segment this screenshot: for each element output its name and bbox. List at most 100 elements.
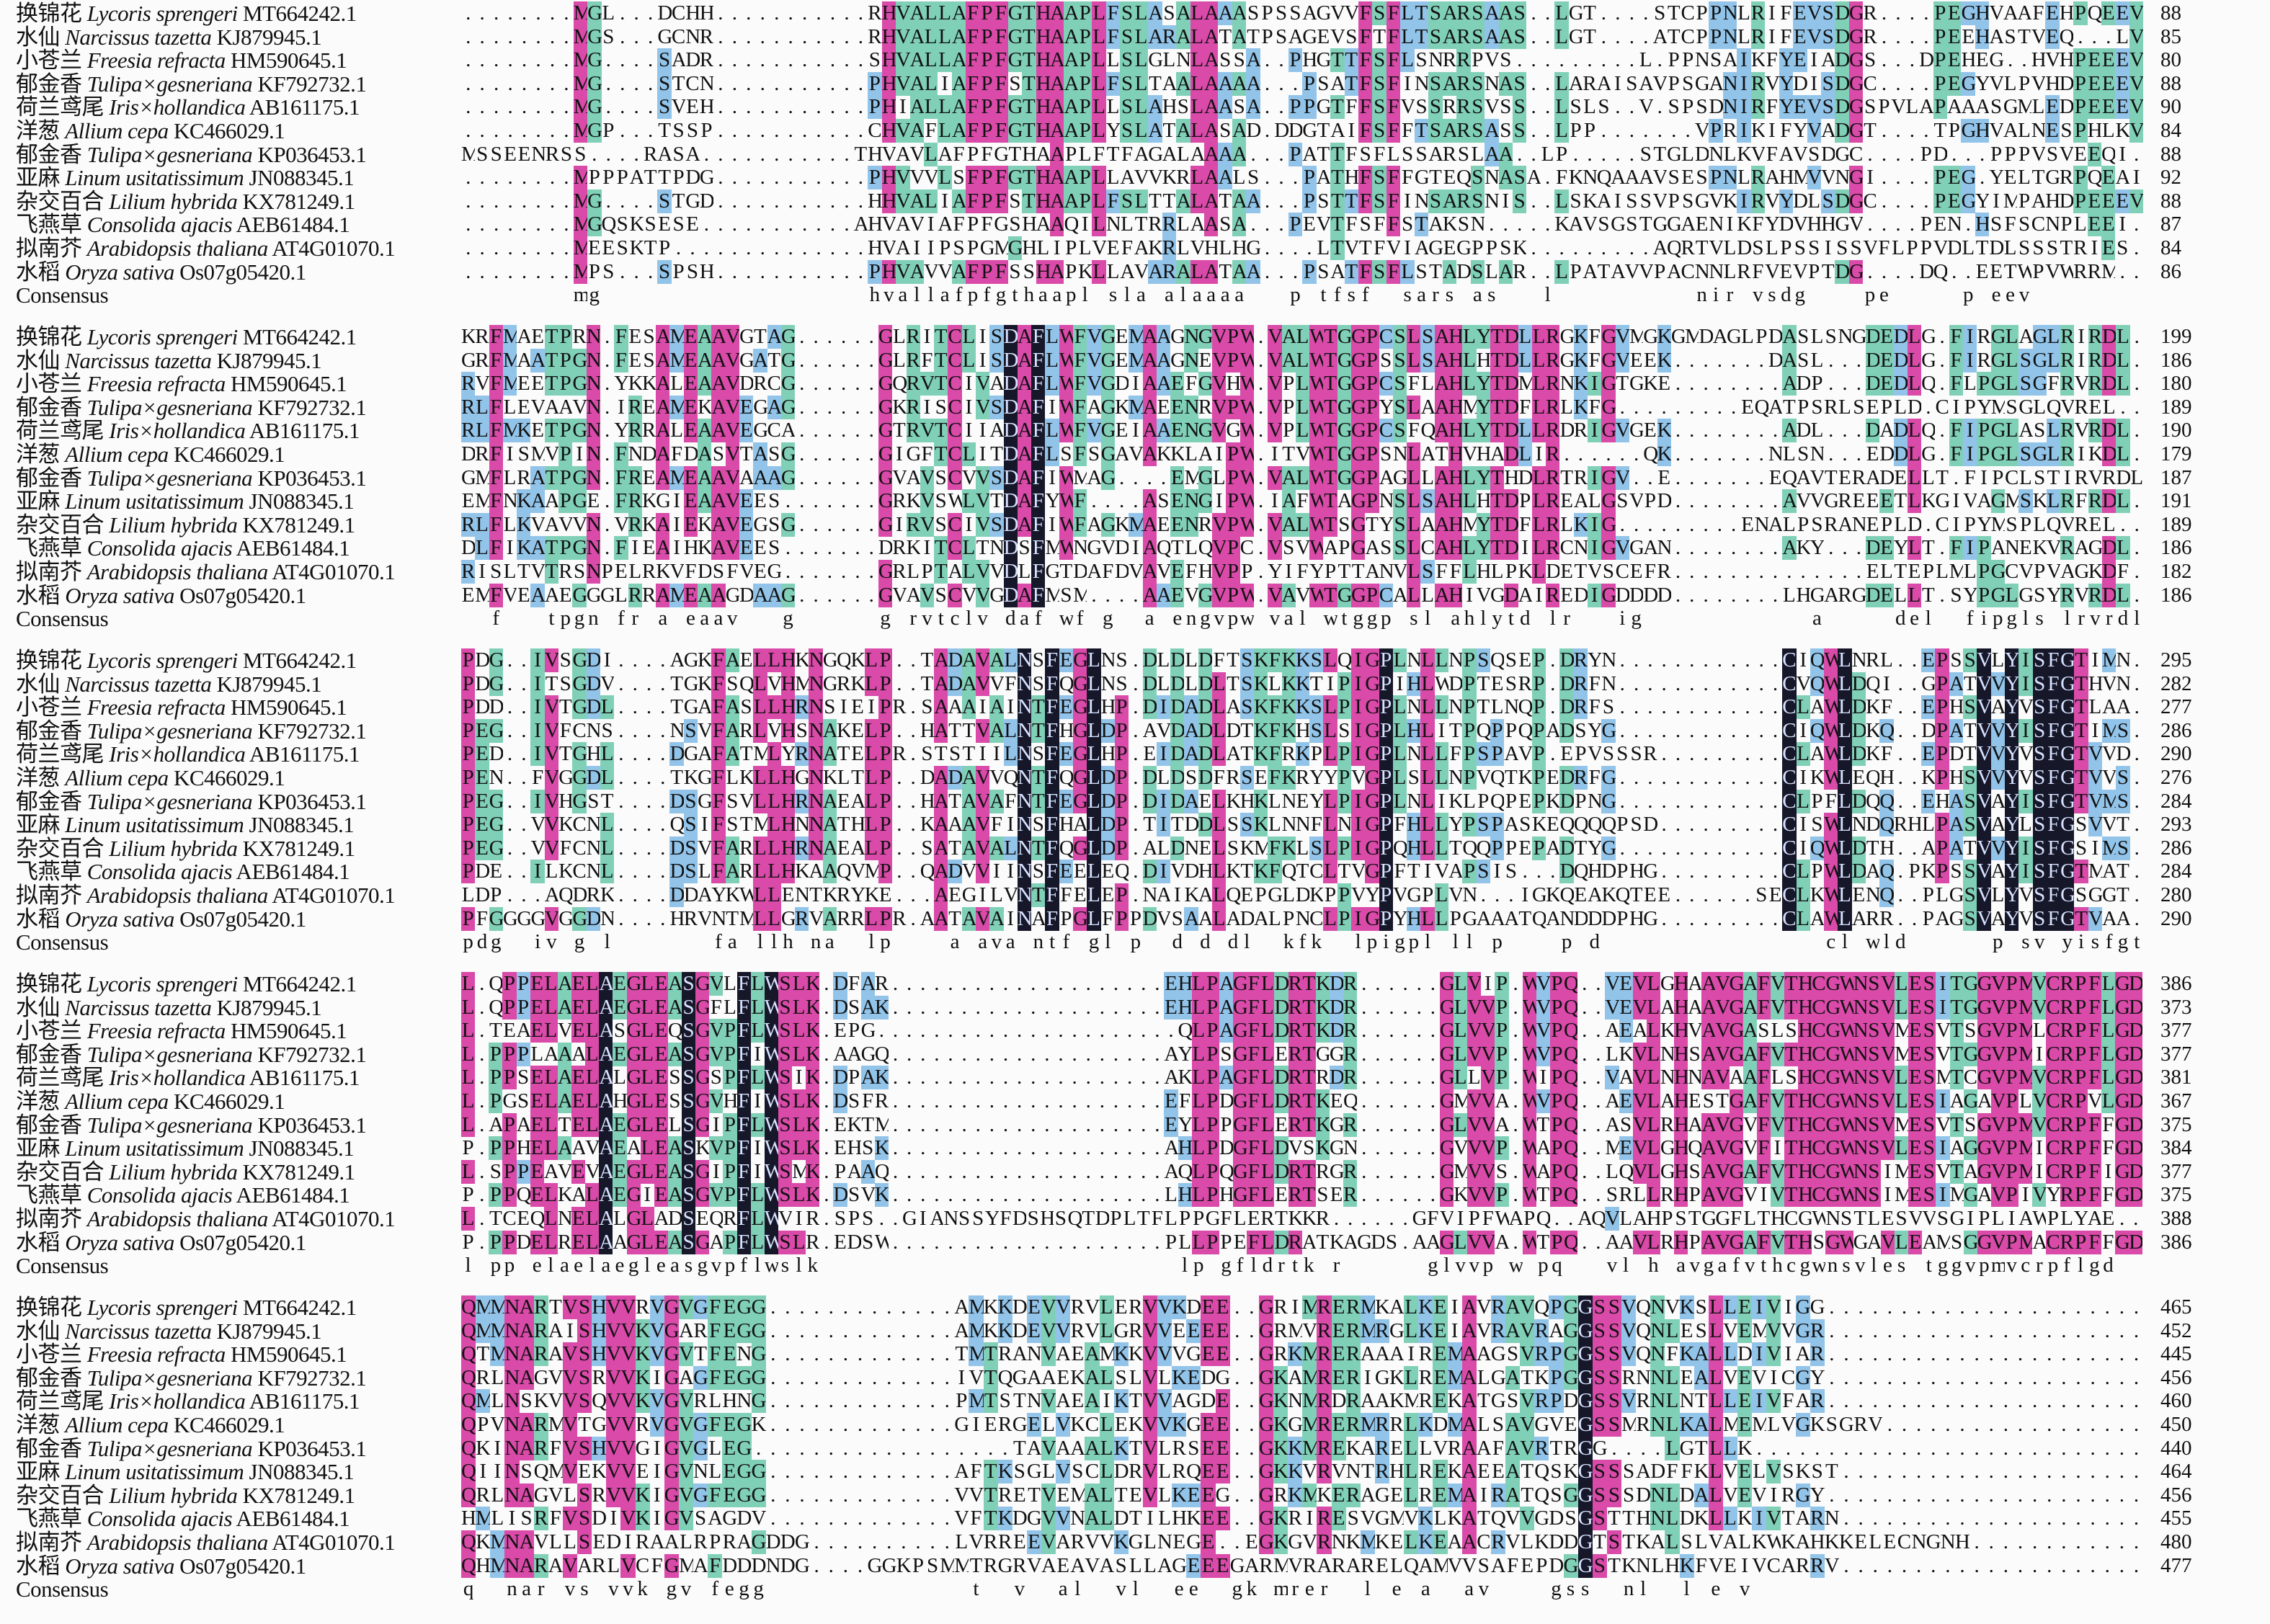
species-label: 飞燕草 Consolida ajacis AEB61484.1 <box>16 860 350 883</box>
sequence-row: 杂交百合 Lilium hybrida KX781249.1 RLFLKVAVVN… <box>0 512 2270 537</box>
residue <box>753 607 767 630</box>
residue: D <box>1003 372 1018 396</box>
residue: H <box>1100 742 1115 766</box>
residue: T <box>544 465 559 490</box>
residue: D <box>1114 560 1129 583</box>
residue: R <box>2060 536 2075 561</box>
residue: S <box>1309 648 1324 672</box>
aligned-sequence: GRFMAATPGN. FESAMEAAVGATG...... GLRFTCL I SD… <box>461 348 2144 372</box>
residue: K <box>1253 813 1268 837</box>
residue: V <box>975 766 990 790</box>
residue: . <box>604 395 610 419</box>
residue: H <box>1448 419 1463 443</box>
residue: . <box>507 813 513 836</box>
residue: A <box>1611 259 1625 283</box>
residue: P <box>1226 536 1240 561</box>
residue: l <box>1466 930 1473 954</box>
residue: . <box>1564 442 1570 465</box>
residue: F <box>614 348 628 372</box>
residue: R <box>628 512 642 537</box>
residue: L <box>2116 419 2130 443</box>
residue: . <box>1703 419 1709 442</box>
residue: . <box>1587 48 1593 72</box>
residue: N <box>1709 142 1723 166</box>
residue: . <box>813 489 819 513</box>
residue: R <box>1573 672 1588 696</box>
residue: d <box>1895 930 1906 954</box>
residue: . <box>647 95 654 119</box>
residue: L <box>1212 883 1227 907</box>
residue: L <box>1531 395 1546 419</box>
residue: E <box>475 813 489 837</box>
residue: G <box>1670 325 1686 348</box>
residue: G <box>1268 883 1282 906</box>
residue: G <box>1100 325 1115 349</box>
residue: I <box>1396 672 1404 695</box>
residue: F <box>489 536 503 561</box>
residue: g <box>1631 607 1642 630</box>
residue: K <box>517 536 531 561</box>
residue: . <box>660 742 666 766</box>
residue: . <box>799 583 805 607</box>
residue: G <box>1601 789 1616 813</box>
residue: R <box>461 560 476 584</box>
residue: Y <box>711 883 726 906</box>
residue: . <box>2134 906 2140 930</box>
residue: G <box>1100 512 1115 537</box>
residue: . <box>799 512 805 536</box>
residue: . <box>827 512 832 536</box>
residue: A <box>1975 95 1990 119</box>
residue: V <box>725 489 739 514</box>
residue: A <box>1302 142 1317 166</box>
residue: T <box>544 560 559 584</box>
residue: F <box>921 442 933 465</box>
residue: M <box>864 860 878 883</box>
residue: N <box>628 442 642 465</box>
residue: . <box>1633 836 1639 860</box>
residue: I <box>1215 489 1223 513</box>
residue: . <box>910 718 916 742</box>
residue: V <box>975 560 990 584</box>
residue: R <box>1295 766 1310 789</box>
residue: D <box>1865 813 1880 836</box>
residue: . <box>633 259 639 283</box>
species-latin-name: Tulipa×gesneriana <box>86 394 253 420</box>
residue <box>739 930 753 954</box>
residue: S <box>1825 325 1837 348</box>
residue: K <box>1253 695 1268 720</box>
residue: A <box>1253 906 1268 930</box>
residue: G <box>1351 512 1366 537</box>
residue: E <box>1894 465 1908 489</box>
residue: . <box>564 189 569 213</box>
residue: . <box>1786 560 1792 583</box>
residue: I <box>2132 166 2140 189</box>
residue: e <box>2006 283 2015 307</box>
residue: G <box>572 536 587 561</box>
residue: S <box>672 119 685 142</box>
residue: P <box>1129 906 1141 930</box>
residue <box>656 930 669 954</box>
residue: P <box>461 813 476 837</box>
residue: . <box>1758 836 1764 860</box>
residue: R <box>475 348 489 372</box>
residue: . <box>2134 442 2140 465</box>
residue: A <box>1204 166 1219 190</box>
residue: . <box>2134 718 2140 742</box>
residue: Q <box>1114 860 1129 883</box>
residue: V <box>975 718 990 743</box>
residue: P <box>1933 95 1948 120</box>
residue: . <box>620 95 626 119</box>
residue: S <box>1797 348 1810 372</box>
residue: A <box>2102 906 2117 930</box>
residue: G <box>489 648 503 672</box>
residue: R <box>2060 372 2075 396</box>
residue: . <box>910 742 916 766</box>
residue: L <box>938 1 952 25</box>
residue: . <box>1689 718 1695 742</box>
residue: . <box>774 119 780 142</box>
residue: N <box>586 813 600 836</box>
residue: A <box>896 236 910 259</box>
residue: I <box>2018 860 2033 884</box>
residue: A <box>1232 71 1247 96</box>
residue: A <box>1120 259 1134 283</box>
